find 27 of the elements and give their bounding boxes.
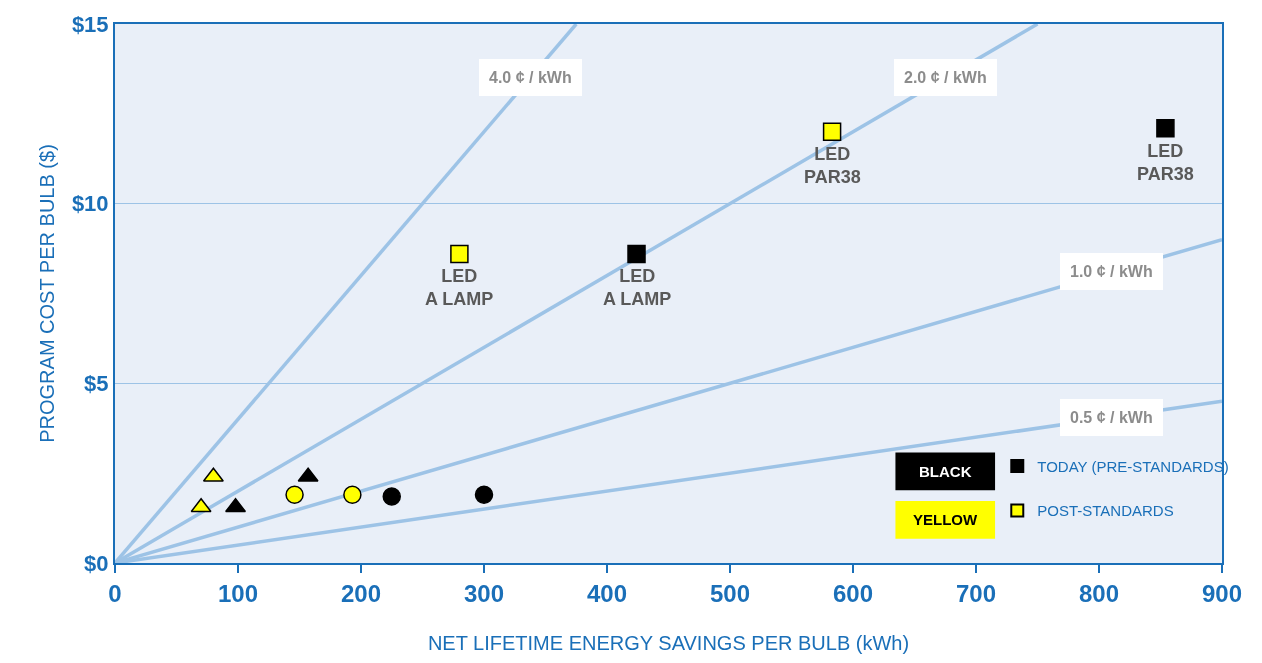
x-tick-label: 500 xyxy=(709,579,751,607)
y-tick-label: $5 xyxy=(84,371,109,397)
x-tick-label: 200 xyxy=(340,579,382,607)
legend-label: POST-STANDARDS xyxy=(1037,502,1174,520)
x-tick-label: 600 xyxy=(832,579,874,607)
series-label: 4.0 ¢ / kWh xyxy=(489,69,572,86)
x-axis-title: NET LIFETIME ENERGY SAVINGS PER BULB (kWh) xyxy=(427,631,910,654)
y-axis-title: PROGRAM COST PER BULB ($) xyxy=(35,144,58,443)
x-tick-label: 700 xyxy=(955,579,997,607)
series-label: 0.5 ¢ / kWh xyxy=(1070,409,1153,426)
series-label: 2.0 ¢ / kWh xyxy=(904,69,987,86)
annotation: LED PAR38 xyxy=(1137,141,1194,185)
annotation: BLACK xyxy=(919,463,972,480)
y-tick-label: $0 xyxy=(84,550,109,576)
x-tick-label: 400 xyxy=(586,579,628,607)
series-label: 1.0 ¢ / kWh xyxy=(1070,263,1153,280)
x-tick-label: 100 xyxy=(217,579,259,607)
x-tick-label: 0 xyxy=(108,579,122,607)
y-tick-label: $15 xyxy=(71,11,109,37)
x-tick-label: 300 xyxy=(463,579,505,607)
annotation: YELLOW xyxy=(913,511,978,528)
y-tick-label: $10 xyxy=(71,191,109,217)
annotation: LED PAR38 xyxy=(804,144,861,188)
annotation: LED A LAMP xyxy=(603,266,672,310)
x-tick-label: 900 xyxy=(1201,579,1243,607)
annotation: LED A LAMP xyxy=(425,266,494,310)
x-tick-label: 800 xyxy=(1078,579,1120,607)
